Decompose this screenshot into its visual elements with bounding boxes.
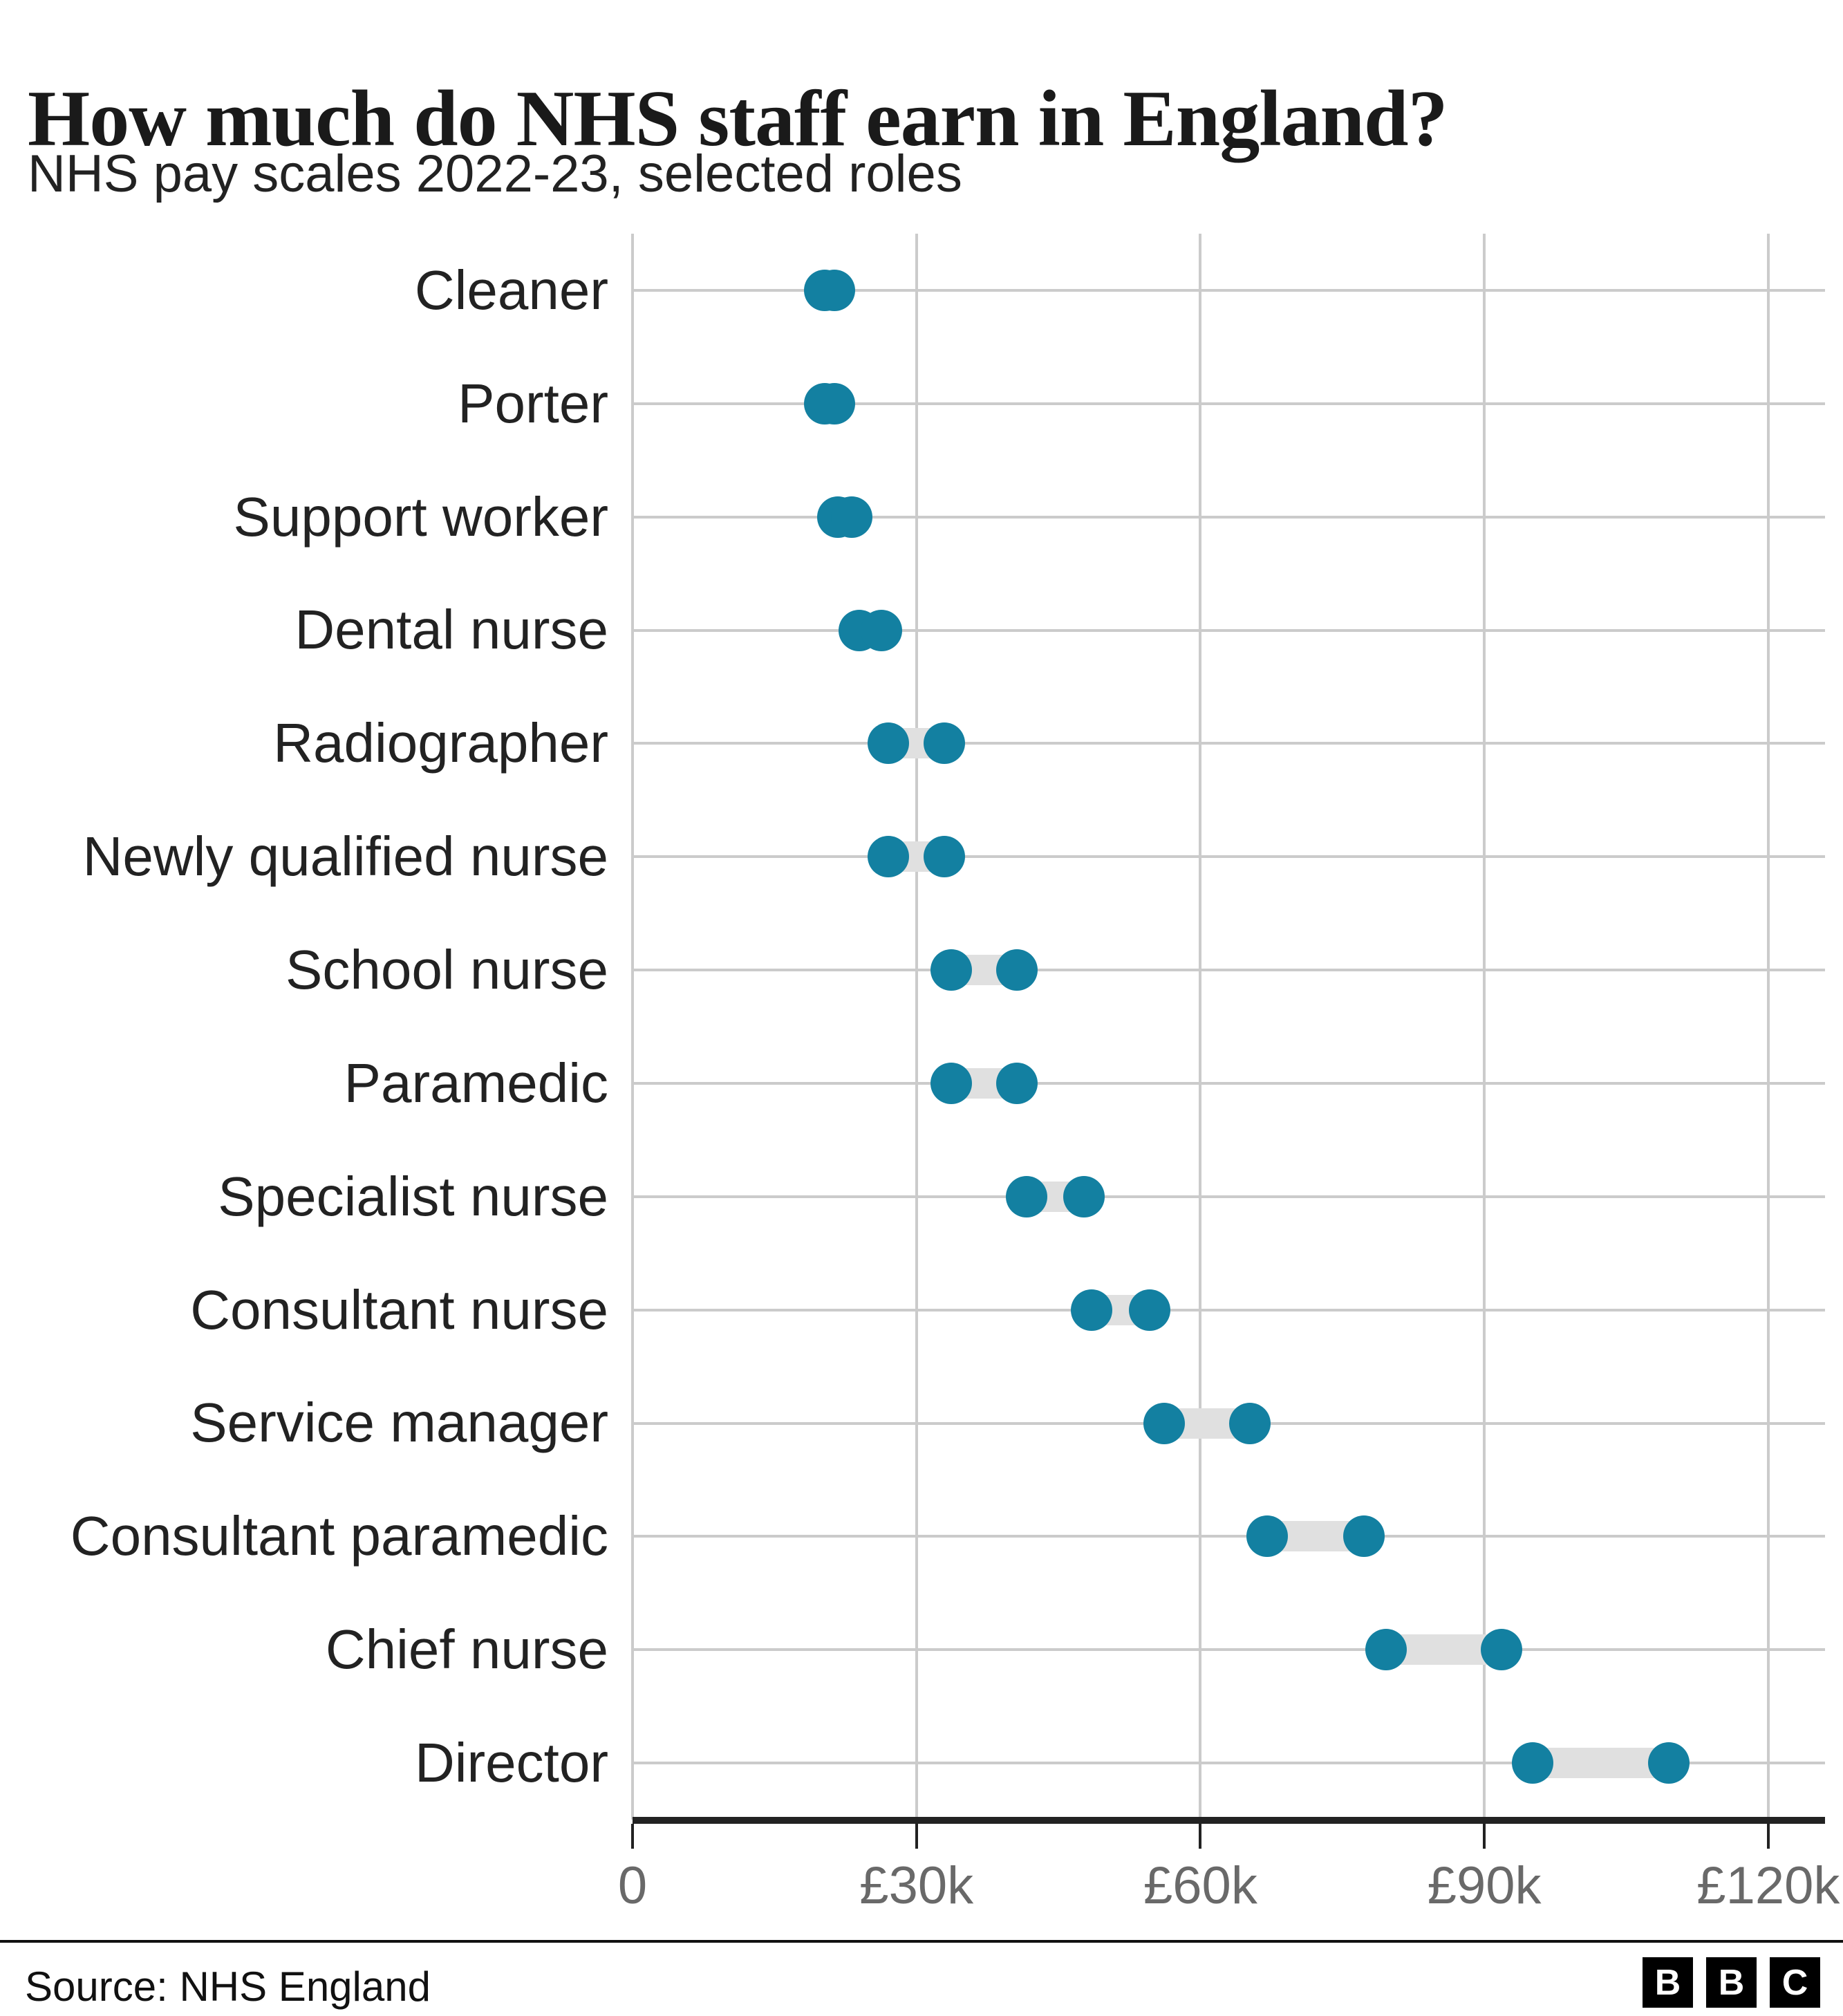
x-axis-tick-£60k bbox=[1199, 1824, 1202, 1849]
max-pay-dot-newly-qualified-nurse bbox=[923, 836, 965, 878]
min-pay-dot-newly-qualified-nurse bbox=[868, 836, 910, 878]
horizontal-gridline-consultant-nurse bbox=[633, 1308, 1825, 1312]
horizontal-gridline-radiographer bbox=[633, 742, 1825, 745]
max-pay-dot-director bbox=[1647, 1742, 1690, 1784]
max-pay-dot-porter bbox=[813, 382, 855, 424]
max-pay-dot-radiographer bbox=[923, 722, 965, 765]
horizontal-gridline-newly-qualified-nurse bbox=[633, 855, 1825, 859]
bbc-logo-block-3: C bbox=[1770, 1957, 1820, 2008]
x-axis-tick-label-£30k: £30k bbox=[859, 1856, 974, 1915]
page-subtitle: NHS pay scales 2022-23, selected roles bbox=[28, 144, 962, 203]
max-pay-dot-specialist-nurse bbox=[1063, 1175, 1105, 1217]
x-axis-tick-£90k bbox=[1483, 1824, 1486, 1849]
horizontal-gridline-director bbox=[633, 1762, 1825, 1765]
max-pay-dot-consultant-paramedic bbox=[1343, 1515, 1385, 1558]
min-pay-dot-specialist-nurse bbox=[1006, 1175, 1048, 1217]
min-pay-dot-paramedic bbox=[930, 1062, 973, 1104]
max-pay-dot-dental-nurse bbox=[860, 609, 902, 651]
row-label-support-worker: Support worker bbox=[233, 485, 608, 548]
x-axis-tick-label-£60k: £60k bbox=[1143, 1856, 1257, 1915]
x-axis-line bbox=[633, 1817, 1825, 1824]
row-label-radiographer: Radiographer bbox=[273, 712, 608, 774]
min-pay-dot-radiographer bbox=[868, 722, 910, 765]
row-label-service-manager: Service manager bbox=[190, 1392, 608, 1454]
row-label-chief-nurse: Chief nurse bbox=[325, 1618, 608, 1681]
horizontal-gridline-cleaner bbox=[633, 288, 1825, 292]
vertical-gridline-0 bbox=[631, 234, 634, 1820]
horizontal-gridline-porter bbox=[633, 402, 1825, 405]
row-label-cleaner: Cleaner bbox=[414, 259, 608, 321]
min-pay-dot-chief-nurse bbox=[1365, 1629, 1407, 1671]
row-label-consultant-nurse: Consultant nurse bbox=[190, 1278, 608, 1341]
max-pay-dot-cleaner bbox=[813, 269, 855, 311]
vertical-gridline-£120k bbox=[1766, 234, 1770, 1820]
x-axis-tick-label-0: 0 bbox=[617, 1856, 648, 1915]
row-label-porter: Porter bbox=[458, 372, 608, 434]
vertical-gridline-£60k bbox=[1199, 234, 1202, 1820]
pay-range-band-director bbox=[1533, 1748, 1669, 1779]
horizontal-gridline-specialist-nurse bbox=[633, 1195, 1825, 1198]
horizontal-gridline-support-worker bbox=[633, 515, 1825, 519]
page-title: How much do NHS staff earn in England? bbox=[28, 74, 1448, 163]
bbc-logo-block-2: B bbox=[1706, 1957, 1757, 2008]
source-text: Source: NHS England bbox=[25, 1963, 431, 2010]
footer-divider bbox=[0, 1940, 1843, 1943]
row-label-director: Director bbox=[414, 1732, 608, 1794]
row-label-paramedic: Paramedic bbox=[344, 1052, 608, 1114]
min-pay-dot-consultant-paramedic bbox=[1246, 1515, 1289, 1558]
max-pay-dot-school-nurse bbox=[995, 949, 1038, 991]
row-label-consultant-paramedic: Consultant paramedic bbox=[70, 1505, 608, 1567]
max-pay-dot-service-manager bbox=[1229, 1402, 1271, 1444]
max-pay-dot-paramedic bbox=[995, 1062, 1038, 1104]
x-axis-tick-£30k bbox=[915, 1824, 918, 1849]
horizontal-gridline-consultant-paramedic bbox=[633, 1535, 1825, 1538]
vertical-gridline-£30k bbox=[915, 234, 918, 1820]
horizontal-gridline-dental-nurse bbox=[633, 628, 1825, 632]
row-label-newly-qualified-nurse: Newly qualified nurse bbox=[82, 825, 608, 888]
min-pay-dot-school-nurse bbox=[930, 949, 973, 991]
max-pay-dot-chief-nurse bbox=[1480, 1629, 1522, 1671]
row-labels-column: Cleaner Porter Support worker Dental nurse R… bbox=[0, 234, 608, 1820]
horizontal-gridline-chief-nurse bbox=[633, 1648, 1825, 1652]
row-label-school-nurse: School nurse bbox=[286, 939, 608, 1001]
row-label-specialist-nurse: Specialist nurse bbox=[218, 1165, 608, 1227]
plot-area bbox=[631, 234, 1825, 1820]
min-pay-dot-service-manager bbox=[1143, 1402, 1185, 1444]
vertical-gridline-£90k bbox=[1483, 234, 1486, 1820]
horizontal-gridline-paramedic bbox=[633, 1081, 1825, 1085]
x-axis-tick-0 bbox=[631, 1824, 634, 1849]
bbc-logo-block-1: B bbox=[1643, 1957, 1693, 2008]
max-pay-dot-support-worker bbox=[831, 496, 873, 538]
x-axis-tick-£120k bbox=[1766, 1824, 1770, 1849]
horizontal-gridline-school-nurse bbox=[633, 969, 1825, 972]
x-axis-tick-label-£90k: £90k bbox=[1427, 1856, 1542, 1915]
min-pay-dot-consultant-nurse bbox=[1071, 1289, 1113, 1331]
max-pay-dot-consultant-nurse bbox=[1128, 1289, 1170, 1331]
row-label-dental-nurse: Dental nurse bbox=[294, 599, 608, 661]
min-pay-dot-director bbox=[1512, 1742, 1554, 1784]
x-axis-tick-label-£120k: £120k bbox=[1696, 1856, 1840, 1915]
